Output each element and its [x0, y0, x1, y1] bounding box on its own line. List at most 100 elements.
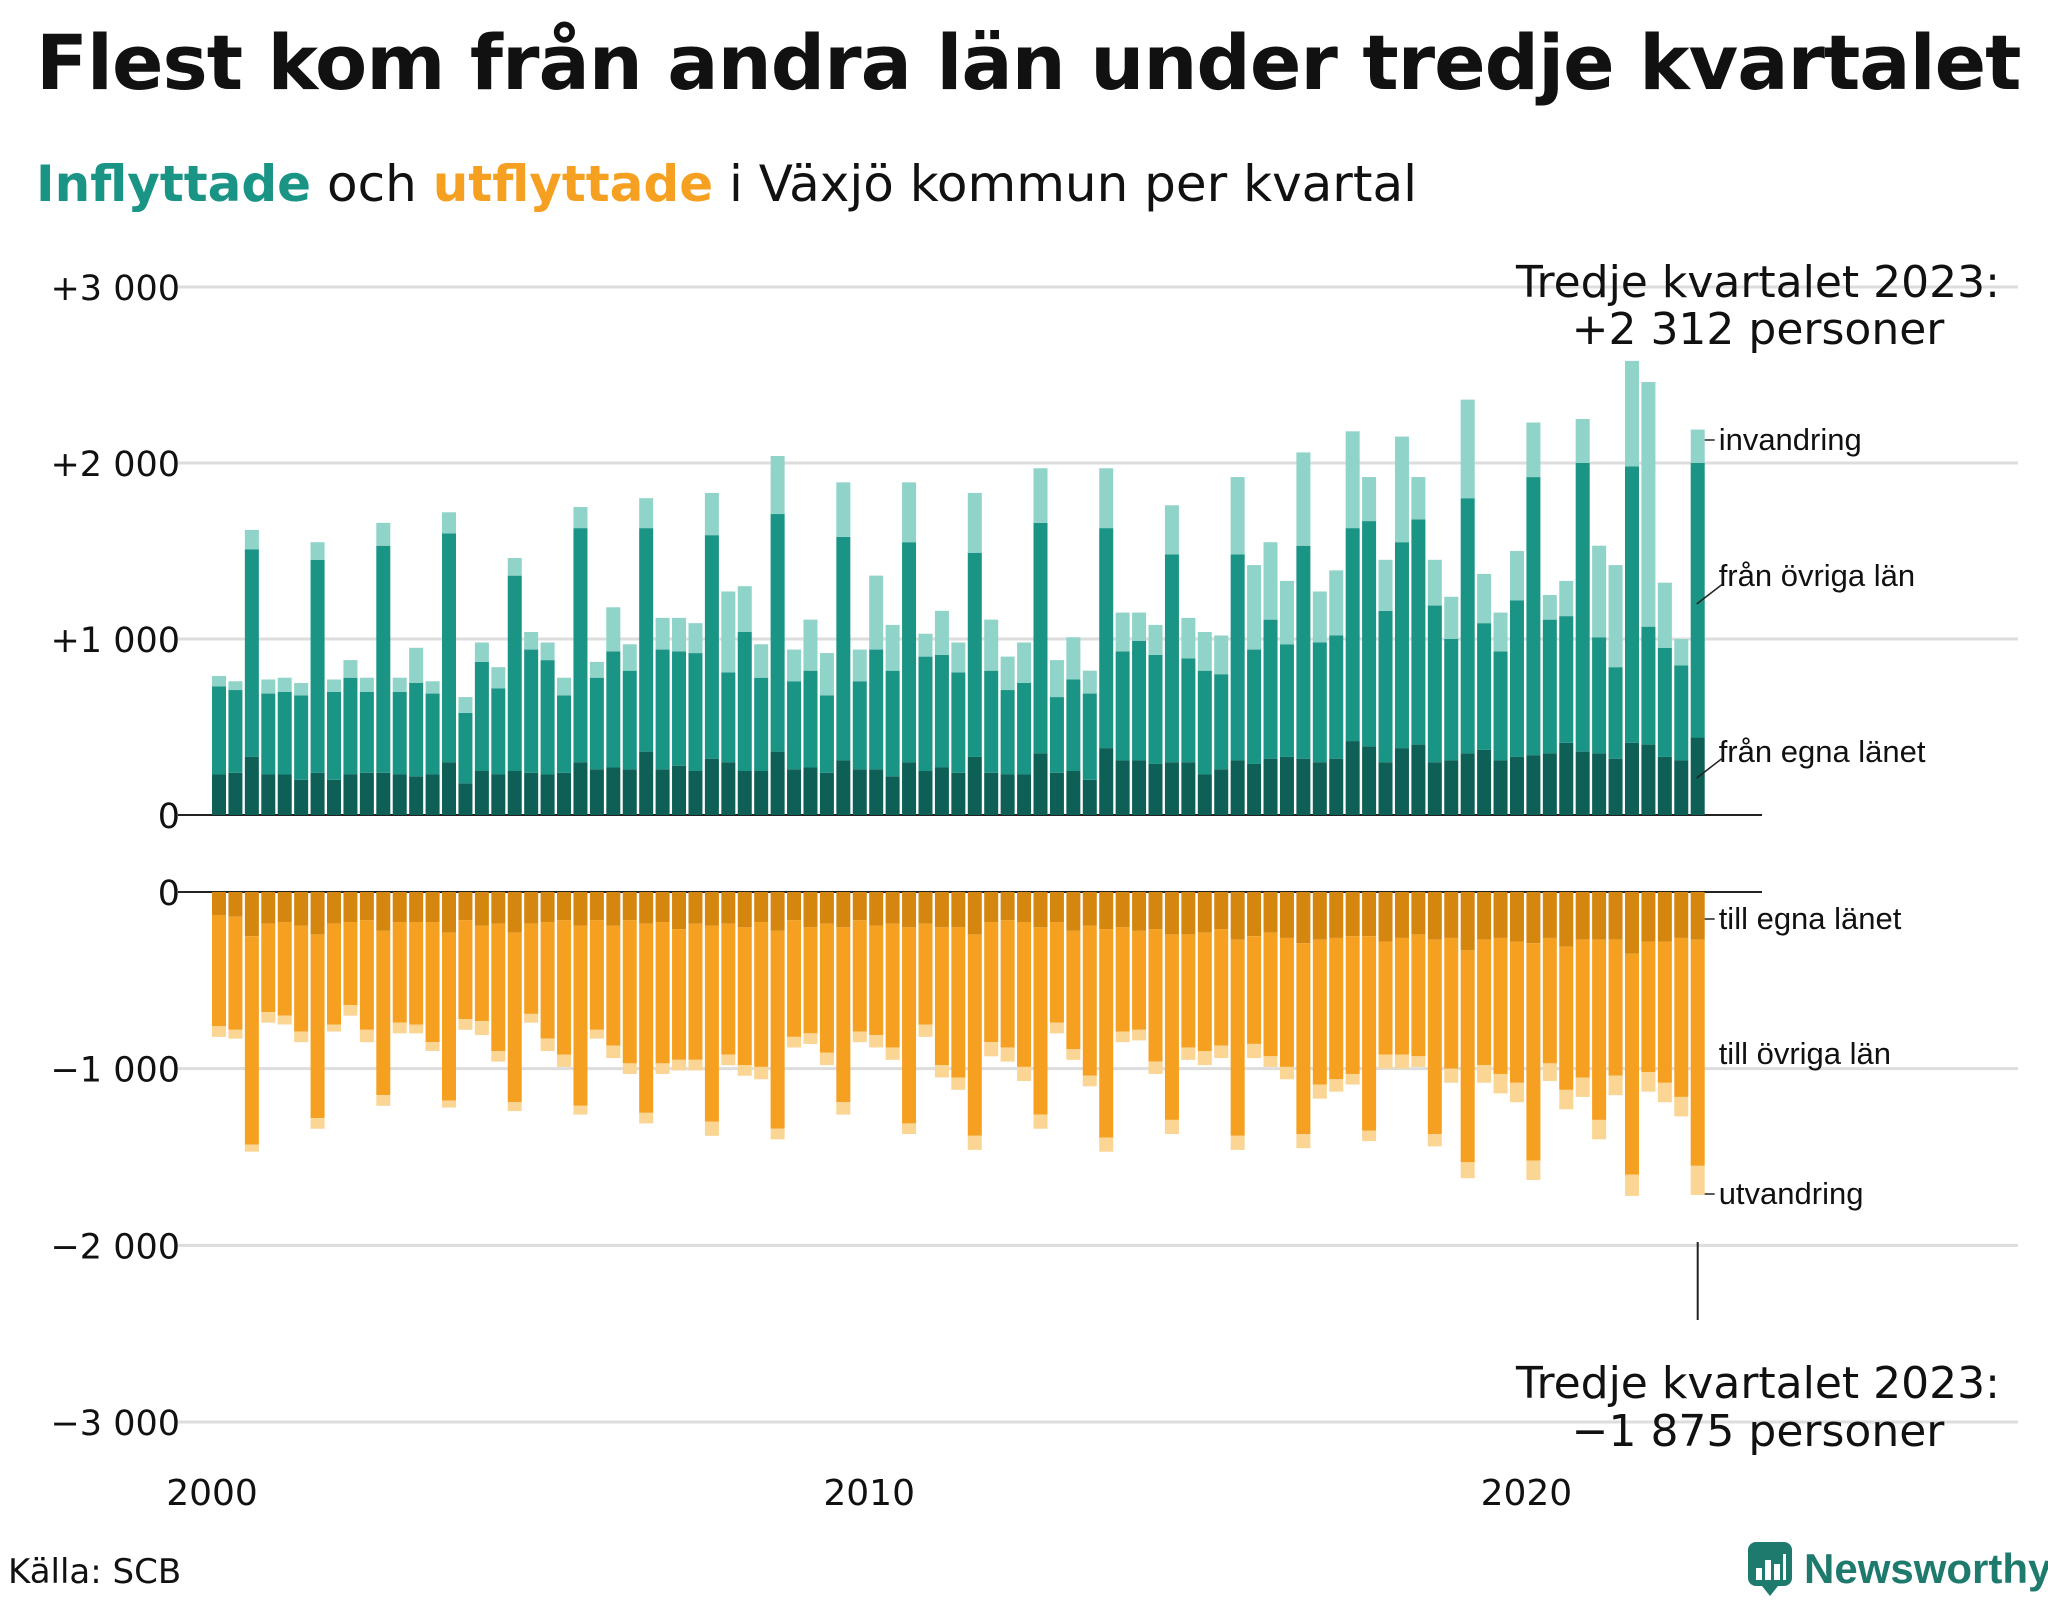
bar-out-own [1378, 892, 1393, 942]
bar-in-own [1197, 774, 1212, 815]
bar-in-other [934, 654, 949, 768]
y-tick-label: −1 000 [50, 1051, 180, 1091]
x-tick-label: 2000 [166, 1473, 258, 1514]
bar-out-other [1230, 939, 1245, 1136]
bar-in-other [655, 649, 670, 770]
bar-in-abroad [836, 482, 851, 537]
bar-in-abroad [573, 507, 588, 529]
bar-out-abroad [622, 1063, 637, 1074]
bar-in-abroad [1411, 477, 1426, 520]
bar-out-other [1345, 936, 1360, 1074]
bar-out-abroad [228, 1029, 243, 1039]
bar-in-own [1624, 742, 1639, 815]
bar-in-own [951, 772, 966, 815]
bar-in-own [1263, 758, 1278, 815]
bar-in-other [852, 681, 867, 770]
bar-in-own [376, 772, 391, 815]
bar-out-own [1641, 892, 1656, 942]
bar-out-abroad [672, 1059, 687, 1071]
bar-out-own [721, 892, 736, 924]
bar-in-other [1477, 623, 1492, 750]
bar-out-other [918, 923, 933, 1025]
bar-in-own [1641, 744, 1656, 815]
bar-out-own [655, 892, 670, 923]
bar-in-own [622, 769, 637, 815]
bar-out-other [589, 920, 604, 1030]
bar-in-own [589, 769, 604, 815]
bar-out-other [1296, 943, 1311, 1135]
bar-in-other [721, 672, 736, 763]
bar-out-own [261, 892, 276, 924]
series-label: från övriga län [1719, 558, 1915, 593]
bar-in-abroad [934, 610, 949, 655]
bar-out-other [1263, 932, 1278, 1057]
bar-out-own [507, 892, 522, 933]
bar-in-abroad [557, 677, 572, 696]
bar-in-own [557, 772, 572, 815]
bar-out-own [540, 892, 555, 923]
bar-out-abroad [967, 1135, 982, 1150]
bar-out-abroad [557, 1054, 572, 1067]
bar-out-other [540, 922, 555, 1039]
bar-in-abroad [1526, 422, 1541, 478]
bar-in-own [1099, 748, 1114, 815]
bar-out-other [1674, 937, 1689, 1097]
bar-out-abroad [1263, 1056, 1278, 1067]
bar-out-other [425, 922, 440, 1043]
bar-out-other [885, 923, 900, 1048]
bar-in-abroad [1329, 570, 1344, 636]
bar-in-own [1690, 737, 1705, 815]
bar-out-abroad [852, 1031, 867, 1043]
series-label: utvandring [1719, 1176, 1864, 1211]
bar-in-abroad [622, 644, 637, 671]
bar-in-other [1592, 637, 1607, 754]
bar-in-own [1493, 760, 1508, 815]
bar-in-own [1394, 748, 1409, 815]
bar-in-own [1049, 772, 1064, 815]
bar-in-abroad [704, 492, 719, 536]
bar-out-other [557, 920, 572, 1055]
bar-out-other [770, 930, 785, 1129]
bar-out-other [1526, 943, 1541, 1161]
chart-title: Flest kom från andra län under tredje kv… [36, 18, 2022, 107]
bar-in-abroad [327, 679, 342, 692]
bar-out-abroad [491, 1051, 506, 1062]
bar-out-own [1526, 892, 1541, 944]
bar-out-own [1197, 892, 1212, 933]
series-label: invandring [1719, 422, 1862, 457]
bar-in-own [1247, 763, 1262, 815]
bar-in-own [967, 756, 982, 815]
bar-in-other [819, 695, 834, 773]
bar-out-abroad [359, 1029, 374, 1043]
bar-in-abroad [1624, 360, 1639, 467]
bar-in-abroad [606, 607, 621, 652]
bar-in-other [327, 691, 342, 780]
bar-out-abroad [442, 1100, 457, 1108]
bar-in-own [1017, 774, 1032, 815]
bar-out-other [803, 927, 818, 1034]
bar-in-other [589, 677, 604, 770]
bar-out-other [343, 922, 358, 1006]
bar-in-own [474, 771, 489, 815]
bar-out-own [1099, 892, 1114, 930]
bar-in-own [1230, 760, 1245, 815]
y-tick-label: 0 [158, 797, 180, 837]
bar-in-abroad [261, 679, 276, 694]
bar-out-own [524, 892, 539, 924]
bar-out-own [1181, 892, 1196, 935]
bar-in-other [1641, 626, 1656, 745]
bar-out-abroad [1444, 1068, 1459, 1083]
bar-out-abroad [277, 1015, 292, 1025]
bar-out-own [310, 892, 325, 935]
bar-out-other [1017, 922, 1032, 1067]
bar-in-other [639, 528, 654, 752]
bar-out-own [409, 892, 424, 923]
bar-in-abroad [1082, 670, 1097, 694]
annotation-text: −1 875 personer [1572, 1406, 1946, 1457]
bar-in-own [359, 772, 374, 815]
bar-in-abroad [294, 683, 309, 696]
bar-out-own [294, 892, 309, 926]
bar-in-abroad [1559, 580, 1574, 617]
bar-in-own [1312, 762, 1327, 815]
bar-out-own [1164, 892, 1179, 935]
